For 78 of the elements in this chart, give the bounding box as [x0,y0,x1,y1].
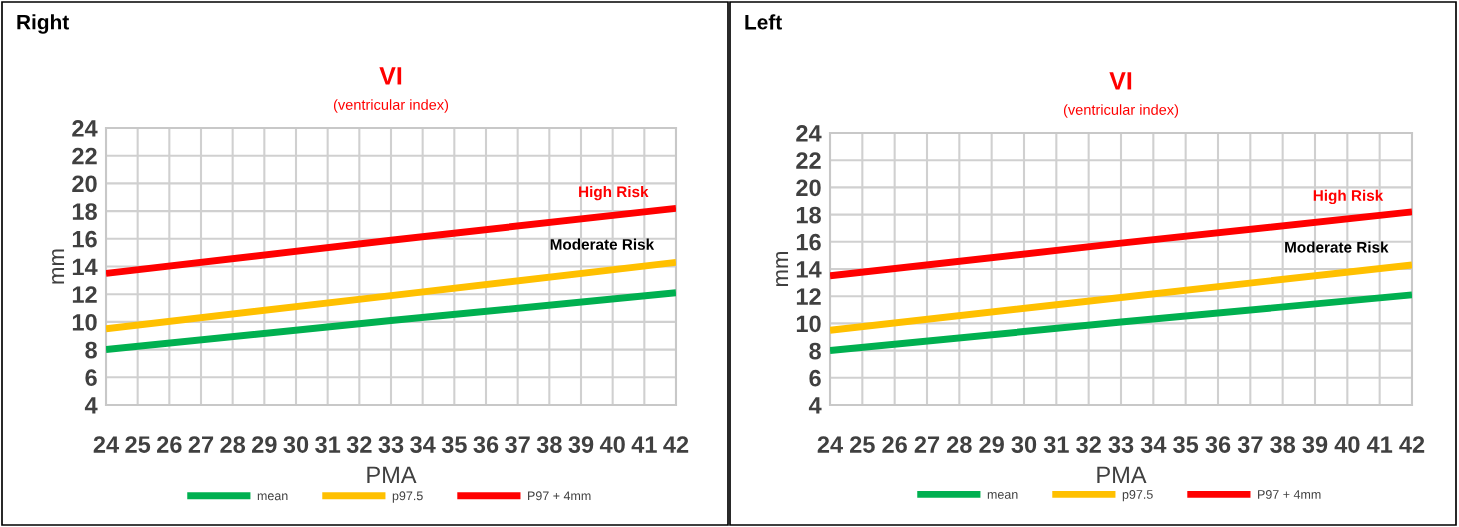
x-tick-label: 25 [125,436,151,453]
x-tick-label: 37 [1237,436,1263,453]
legend-label: P97 + 4mm [528,491,591,501]
x-tick-label: 37 [505,436,530,453]
x-tick-label: 28 [220,436,246,453]
x-tick-label: 33 [1108,436,1134,453]
x-tick-label: 42 [1399,436,1425,453]
annotation: High Risk [579,185,649,201]
y-tick-label: 14 [72,258,98,276]
legend-label: mean [987,492,1018,499]
x-tick-label: 34 [1140,436,1167,453]
chart-subtitle: (ventricular index) [333,99,449,113]
y-tick-label: 6 [809,369,821,387]
x-tick-label: 30 [283,436,309,453]
y-tick-label: 22 [796,152,821,169]
x-tick-label: 40 [1334,436,1360,453]
y-tick-label: 12 [72,286,97,303]
y-tick-label: 18 [72,203,97,220]
y-tick-label: 14 [796,261,822,278]
y-tick-label: 22 [72,147,97,165]
x-tick-label: 40 [599,436,625,453]
x-tick-label: 32 [346,436,372,453]
annotation: High Risk [1313,189,1384,205]
y-tick-label: 10 [72,313,97,331]
y-tick-label: 20 [72,175,97,193]
y-tick-label: 16 [796,233,821,251]
x-tick-label: 41 [1366,436,1393,453]
x-axis-title: PMA [367,466,417,484]
x-tick-label: 27 [188,436,214,453]
x-tick-label: 29 [252,436,277,453]
y-tick-label: 12 [796,288,821,305]
y-tick-label: 16 [72,230,97,248]
text: Right [17,14,69,34]
y-tick-label: 4 [84,397,98,414]
text: Left [745,14,782,30]
annotation: Moderate Risk [550,238,655,250]
y-tick-label: 8 [809,342,821,360]
y-tick-label: 20 [796,179,821,197]
x-tick-label: 28 [947,436,972,453]
y-tick-label: 24 [72,120,98,137]
x-tick-label: 38 [536,436,562,453]
x-tick-label: 25 [850,436,875,453]
y-tick-label: 6 [85,369,97,387]
x-tick-label: 30 [1011,436,1037,453]
x-tick-label: 36 [1205,436,1231,453]
x-tick-label: 34 [410,436,436,453]
y-axis-title: mm [52,249,65,284]
x-tick-label: 42 [663,436,689,453]
annotation: Moderate Risk [1285,241,1389,253]
legend-label: mean [257,493,288,501]
legend-label: P97 + 4mm [1258,490,1321,499]
y-tick-label: 8 [85,341,97,359]
y-tick-label: 4 [808,397,822,414]
x-tick-label: 27 [914,436,940,453]
x-tick-label: 39 [1302,436,1328,453]
x-tick-label: 39 [568,436,594,453]
y-tick-label: 10 [796,315,821,333]
x-tick-label: 41 [631,436,657,453]
x-tick-label: 31 [315,436,341,453]
chart-title: VI [1109,72,1132,90]
x-tick-label: 26 [157,436,182,453]
x-tick-label: 26 [882,436,907,453]
x-tick-label: 31 [1043,436,1069,453]
y-tick-label: 18 [796,206,821,224]
legend-label: p97.5 [392,491,423,503]
x-tick-label: 35 [1173,436,1199,453]
x-tick-label: 36 [473,436,499,453]
x-tick-label: 35 [441,436,467,453]
x-axis-title: PMA [1097,466,1147,484]
y-tick-label: 24 [796,125,822,142]
chart-title: VI [379,67,402,85]
x-tick-label: 32 [1076,436,1101,453]
chart-subtitle: (ventricular index) [1063,104,1179,118]
y-axis-title: mm [776,251,789,287]
x-tick-label: 29 [979,436,1004,453]
x-tick-label: 33 [378,436,404,453]
x-tick-label: 38 [1270,436,1296,453]
legend-label: p97.5 [1122,490,1153,502]
